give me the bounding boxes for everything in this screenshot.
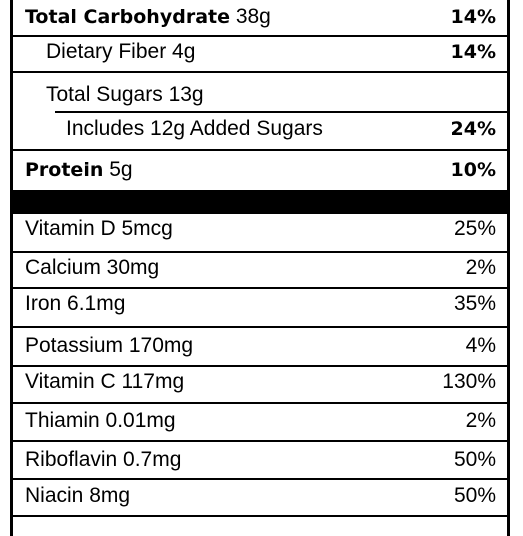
vitamin-dv: 50% — [453, 448, 496, 471]
vitamin-dv: 35% — [453, 292, 496, 315]
nutrition-facts-panel: Total Carbohydrate 38g 14% Dietary Fiber… — [10, 0, 510, 536]
protein-dv: 10% — [450, 159, 496, 181]
vitamin-label: Niacin 8mg — [25, 484, 131, 507]
rule-after-niacin — [13, 515, 507, 517]
added-sugars-dv: 24% — [450, 118, 496, 140]
vitamin-label: Calcium 30mg — [25, 256, 160, 279]
vitamin-dv: 2% — [465, 409, 496, 432]
vitamin-label: Iron 6.1mg — [25, 292, 126, 315]
rule-after-total-sugars — [55, 111, 507, 113]
rule-after-added-sugars — [13, 149, 507, 151]
vitamin-label: Vitamin C 117mg — [25, 370, 185, 393]
total-carbohydrate-label: Total Carbohydrate — [25, 6, 230, 28]
thick-separator-bar — [13, 190, 507, 214]
protein-name: Protein 5g — [25, 158, 133, 182]
vitamin-dv: 2% — [465, 256, 496, 279]
rule-after-riboflavin — [13, 478, 507, 480]
total-sugars-label: Total Sugars 13g — [46, 83, 204, 106]
vitamin-dv: 25% — [453, 217, 496, 240]
rule-after-total-carbohydrate — [13, 35, 507, 37]
rule-after-dietary-fiber — [13, 71, 507, 73]
rule-after-vitamin-c — [13, 402, 507, 404]
vitamin-dv: 130% — [442, 370, 496, 393]
vitamin-label: Vitamin D 5mcg — [25, 217, 173, 240]
vitamin-dv: 50% — [453, 484, 496, 507]
rule-after-potassium — [13, 365, 507, 367]
protein-label: Protein — [25, 159, 104, 181]
dietary-fiber-label: Dietary Fiber 4g — [46, 40, 196, 63]
rule-after-thiamin — [13, 440, 507, 442]
vitamin-dv: 4% — [465, 334, 496, 357]
rule-after-vitamin-d — [13, 251, 507, 253]
rule-after-calcium — [13, 287, 507, 289]
vitamin-label: Potassium 170mg — [25, 334, 194, 357]
dietary-fiber-dv: 14% — [450, 41, 496, 63]
vitamin-label: Thiamin 0.01mg — [25, 409, 176, 432]
vitamin-label: Riboflavin 0.7mg — [25, 448, 182, 471]
added-sugars-label: Includes 12g Added Sugars — [66, 117, 323, 140]
rule-after-iron — [13, 326, 507, 328]
total-carbohydrate-amount: 38g — [235, 5, 271, 28]
total-carbohydrate-name: Total Carbohydrate 38g — [25, 5, 271, 29]
total-carbohydrate-dv: 14% — [450, 6, 496, 28]
protein-amount: 5g — [109, 158, 133, 181]
